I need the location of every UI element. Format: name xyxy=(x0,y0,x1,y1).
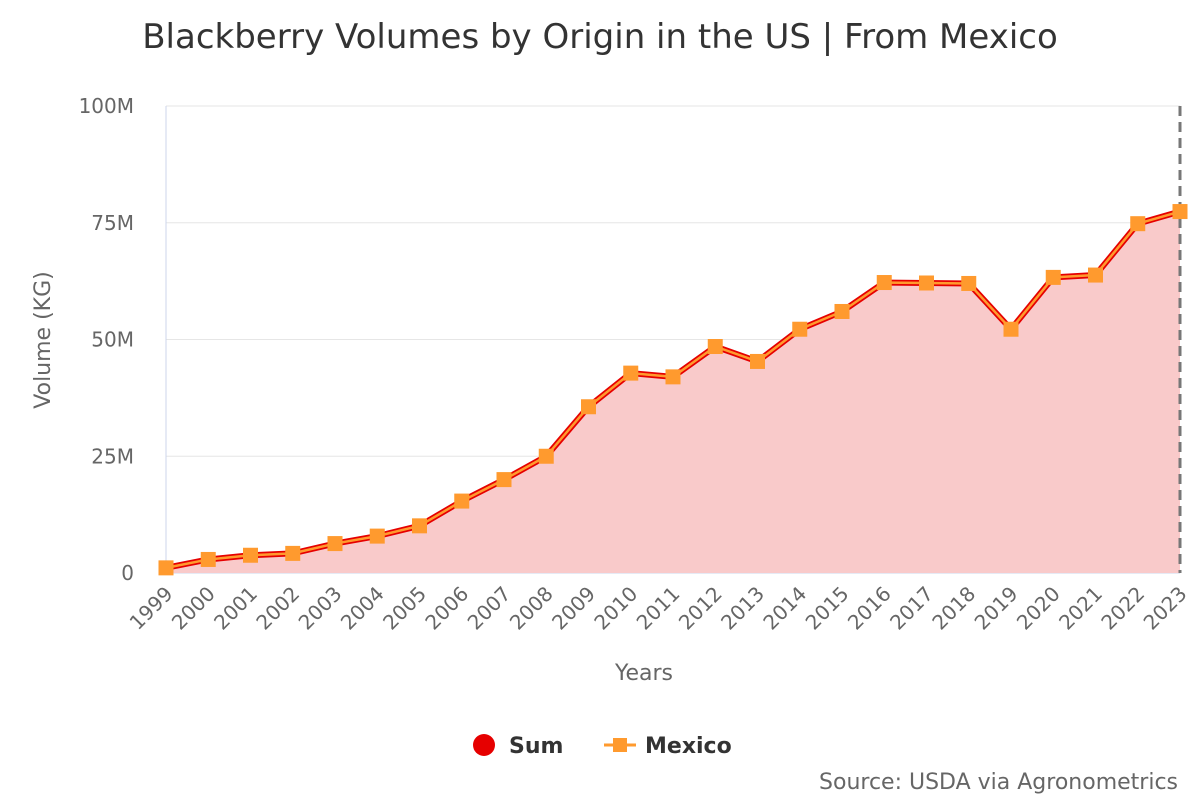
data-point-mexico[interactable] xyxy=(961,275,977,291)
data-point-mexico[interactable] xyxy=(1172,204,1188,220)
legend-item-sum[interactable]: Sum xyxy=(473,734,563,759)
legend-marker-sum xyxy=(473,734,495,756)
data-point-mexico[interactable] xyxy=(750,353,765,369)
data-point-mexico[interactable] xyxy=(1045,269,1061,285)
data-point-mexico[interactable] xyxy=(876,275,892,291)
data-point-mexico[interactable] xyxy=(834,303,850,319)
legend-item-mexico[interactable]: Mexico xyxy=(604,734,732,759)
x-tick-label: 2001 xyxy=(209,582,262,635)
x-tick-label: 2016 xyxy=(843,582,896,635)
y-axis-ticks: 0 25M 50M 75M 100M xyxy=(79,94,134,585)
legend-marker-mexico xyxy=(613,738,627,752)
data-point-mexico[interactable] xyxy=(1088,267,1103,283)
legend-label-mexico: Mexico xyxy=(645,734,732,759)
data-point-mexico[interactable] xyxy=(1003,321,1019,337)
y-tick-label: 100M xyxy=(79,94,134,118)
data-point-mexico[interactable] xyxy=(200,551,216,567)
x-tick-label: 2017 xyxy=(885,582,938,635)
data-point-mexico[interactable] xyxy=(665,369,681,385)
y-tick-label: 0 xyxy=(121,561,134,585)
x-tick-label: 2006 xyxy=(420,582,473,635)
y-tick-label: 25M xyxy=(91,444,134,468)
legend-label-sum: Sum xyxy=(509,734,563,759)
data-point-mexico[interactable] xyxy=(919,275,934,291)
x-tick-label: 2003 xyxy=(294,582,347,635)
data-point-mexico[interactable] xyxy=(369,528,385,544)
x-tick-label: 2023 xyxy=(1139,582,1192,635)
data-point-mexico[interactable] xyxy=(327,536,343,552)
x-tick-label: 2002 xyxy=(251,582,304,635)
data-point-mexico[interactable] xyxy=(454,493,470,509)
x-tick-label: 2013 xyxy=(716,582,769,635)
data-point-mexico[interactable] xyxy=(1130,216,1146,232)
data-point-mexico[interactable] xyxy=(538,448,554,464)
area-fill-sum xyxy=(166,211,1180,574)
x-tick-label: 2019 xyxy=(970,582,1023,635)
data-point-mexico[interactable] xyxy=(243,547,258,563)
data-point-mexico[interactable] xyxy=(581,399,596,415)
x-tick-label: 1999 xyxy=(125,582,178,635)
x-tick-label: 2009 xyxy=(547,582,600,635)
x-tick-label: 2004 xyxy=(336,582,389,635)
x-tick-label: 2005 xyxy=(378,582,431,635)
chart-title: Blackberry Volumes by Origin in the US |… xyxy=(142,17,1058,57)
data-point-mexico[interactable] xyxy=(496,472,512,488)
plot-area xyxy=(158,106,1188,576)
y-tick-label: 50M xyxy=(91,328,134,352)
x-tick-label: 2011 xyxy=(632,582,685,635)
x-tick-label: 2014 xyxy=(758,582,811,635)
y-axis-title: Volume (KG) xyxy=(31,271,56,408)
data-point-mexico[interactable] xyxy=(285,545,301,561)
source-credit: Source: USDA via Agronometrics xyxy=(819,770,1178,795)
data-point-mexico[interactable] xyxy=(623,365,639,381)
x-tick-label: 2008 xyxy=(505,582,558,635)
x-tick-label: 2007 xyxy=(463,582,516,635)
data-point-mexico[interactable] xyxy=(792,321,808,337)
x-tick-label: 2000 xyxy=(167,582,220,635)
y-tick-label: 75M xyxy=(91,211,134,235)
x-axis-ticks: 1999200020012002200320042005200620072008… xyxy=(125,582,1192,635)
data-point-mexico[interactable] xyxy=(707,339,723,355)
data-point-mexico[interactable] xyxy=(158,560,174,576)
x-tick-label: 2021 xyxy=(1054,582,1107,635)
data-point-mexico[interactable] xyxy=(412,518,427,534)
x-axis-title: Years xyxy=(614,661,673,686)
legend: Sum Mexico xyxy=(473,734,732,759)
x-tick-label: 2018 xyxy=(927,582,980,635)
x-tick-label: 2022 xyxy=(1096,582,1149,635)
x-tick-label: 2012 xyxy=(674,582,727,635)
x-tick-label: 2020 xyxy=(1012,582,1065,635)
x-tick-label: 2015 xyxy=(801,582,854,635)
x-tick-label: 2010 xyxy=(589,582,642,635)
